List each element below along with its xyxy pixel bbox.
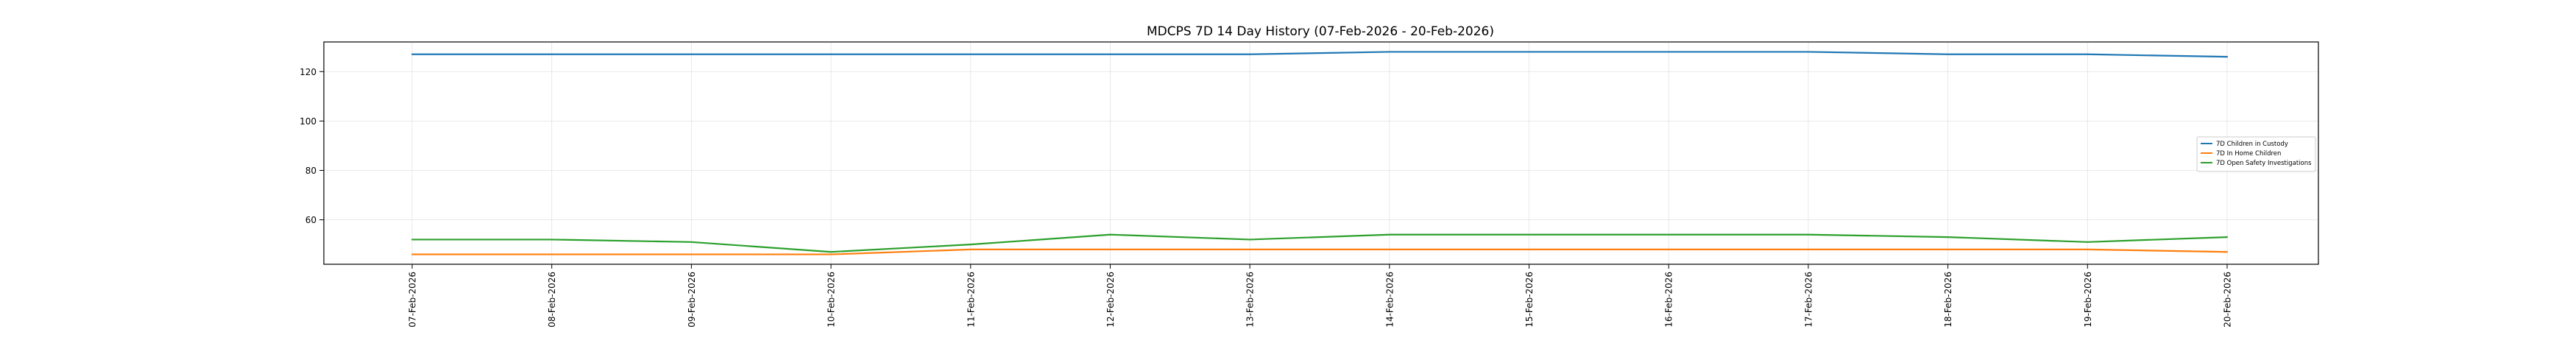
- legend-box: [2196, 136, 2316, 172]
- legend-label: 7D Children in Custody: [2216, 141, 2288, 148]
- y-tick-label: 100: [300, 116, 316, 127]
- legend: 7D Children in Custody 7D In Home Childre…: [2196, 136, 2316, 172]
- x-tick-label: 09-Feb-2026: [687, 272, 697, 328]
- x-tick-label: 13-Feb-2026: [1245, 272, 1256, 328]
- x-tick-label: 16-Feb-2026: [1664, 272, 1674, 328]
- x-tick-label: 17-Feb-2026: [1803, 272, 1814, 328]
- plot-frame: [323, 41, 2319, 265]
- series-line: [411, 248, 2229, 255]
- x-tick-label: 11-Feb-2026: [966, 272, 976, 328]
- series-layer: [411, 51, 2229, 255]
- y-tick-label: 120: [300, 67, 316, 77]
- x-tick-label: 19-Feb-2026: [2083, 272, 2093, 328]
- x-tick-label: 10-Feb-2026: [827, 272, 837, 328]
- x-tick-label: 12-Feb-2026: [1105, 272, 1116, 328]
- x-tick-label: 08-Feb-2026: [547, 272, 557, 328]
- x-tick-label: 14-Feb-2026: [1384, 272, 1395, 328]
- x-tick-label: 18-Feb-2026: [1943, 272, 1953, 328]
- series-line: [411, 51, 2229, 58]
- grid: [324, 42, 2318, 264]
- y-tick-label: 80: [305, 166, 316, 176]
- series-line: [411, 233, 2229, 253]
- x-tick-label: 15-Feb-2026: [1524, 272, 1535, 328]
- chart-title: MDCPS 7D 14 Day History (07-Feb-2026 - 2…: [1147, 24, 1494, 39]
- legend-label: 7D In Home Children: [2216, 150, 2281, 158]
- legend-label: 7D Open Safety Investigations: [2216, 160, 2312, 167]
- y-tick-label: 60: [305, 215, 316, 225]
- axes: 60 80 100 120 07-Feb-2026 08-Feb-2026 09-Feb-2…: [300, 67, 2232, 328]
- x-tick-label: 07-Feb-2026: [408, 272, 418, 328]
- x-tick-label: 20-Feb-2026: [2223, 272, 2233, 328]
